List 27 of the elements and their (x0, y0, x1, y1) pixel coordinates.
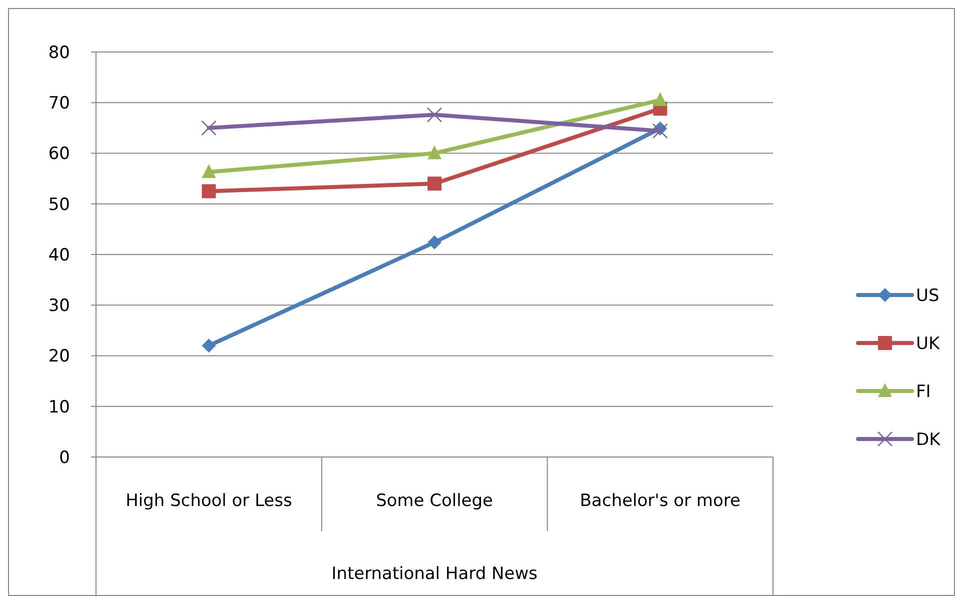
y-tick-label: 40 (48, 245, 70, 266)
y-tick-label: 30 (48, 296, 70, 316)
y-tick-label: 80 (48, 42, 70, 63)
point (201, 120, 216, 136)
legend-label: DK (916, 430, 942, 450)
x-tick-label: Bachelor's or more (580, 490, 740, 511)
point (202, 164, 216, 178)
y-tick-label: 0 (59, 448, 70, 468)
legend-label: US (916, 286, 940, 306)
y-tick-label: 70 (48, 94, 70, 114)
point (652, 123, 668, 139)
legend-label: FI (916, 382, 931, 402)
x-tick-label: Some College (376, 490, 494, 511)
y-tick-label: 60 (48, 144, 70, 164)
point (202, 338, 216, 353)
x-tick-label: High School or Less (126, 490, 292, 511)
point (428, 176, 442, 191)
y-tick-label: 10 (48, 397, 70, 418)
point (202, 184, 216, 198)
point (426, 107, 442, 122)
x-axis-title: International Hard News (332, 564, 538, 584)
y-tick-label: 50 (48, 194, 70, 215)
legend-label: UK (916, 334, 940, 354)
point (653, 92, 668, 106)
y-tick-label: 20 (48, 346, 70, 367)
point (428, 235, 442, 250)
point (428, 145, 442, 160)
